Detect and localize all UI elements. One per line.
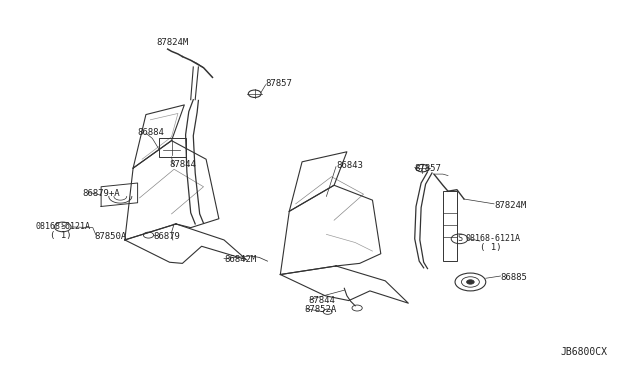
Text: S: S xyxy=(457,234,462,243)
Text: 86885: 86885 xyxy=(500,273,527,282)
Text: 87824M: 87824M xyxy=(157,38,189,47)
Text: JB6800CX: JB6800CX xyxy=(560,347,607,356)
Text: 08168-6121A: 08168-6121A xyxy=(35,222,90,231)
Text: 87857: 87857 xyxy=(415,164,442,173)
Text: 87844: 87844 xyxy=(308,296,335,305)
Text: 87857: 87857 xyxy=(266,79,292,88)
Text: ( 1): ( 1) xyxy=(480,243,502,252)
Text: 87824M: 87824M xyxy=(494,201,526,210)
Text: 86842M: 86842M xyxy=(224,255,256,264)
Text: 87852A: 87852A xyxy=(304,305,336,314)
Circle shape xyxy=(467,280,474,284)
Bar xyxy=(159,138,186,157)
Text: 87844: 87844 xyxy=(170,160,196,169)
Text: 86879+A: 86879+A xyxy=(82,189,120,198)
Text: S: S xyxy=(60,222,65,231)
Text: 87850A: 87850A xyxy=(95,232,127,241)
Text: 86843: 86843 xyxy=(336,161,363,170)
Text: 86884: 86884 xyxy=(138,128,164,137)
Text: 08168-6121A: 08168-6121A xyxy=(466,234,521,243)
Bar xyxy=(443,191,457,261)
Text: ( 1): ( 1) xyxy=(50,231,72,240)
Text: 86879: 86879 xyxy=(154,232,180,241)
